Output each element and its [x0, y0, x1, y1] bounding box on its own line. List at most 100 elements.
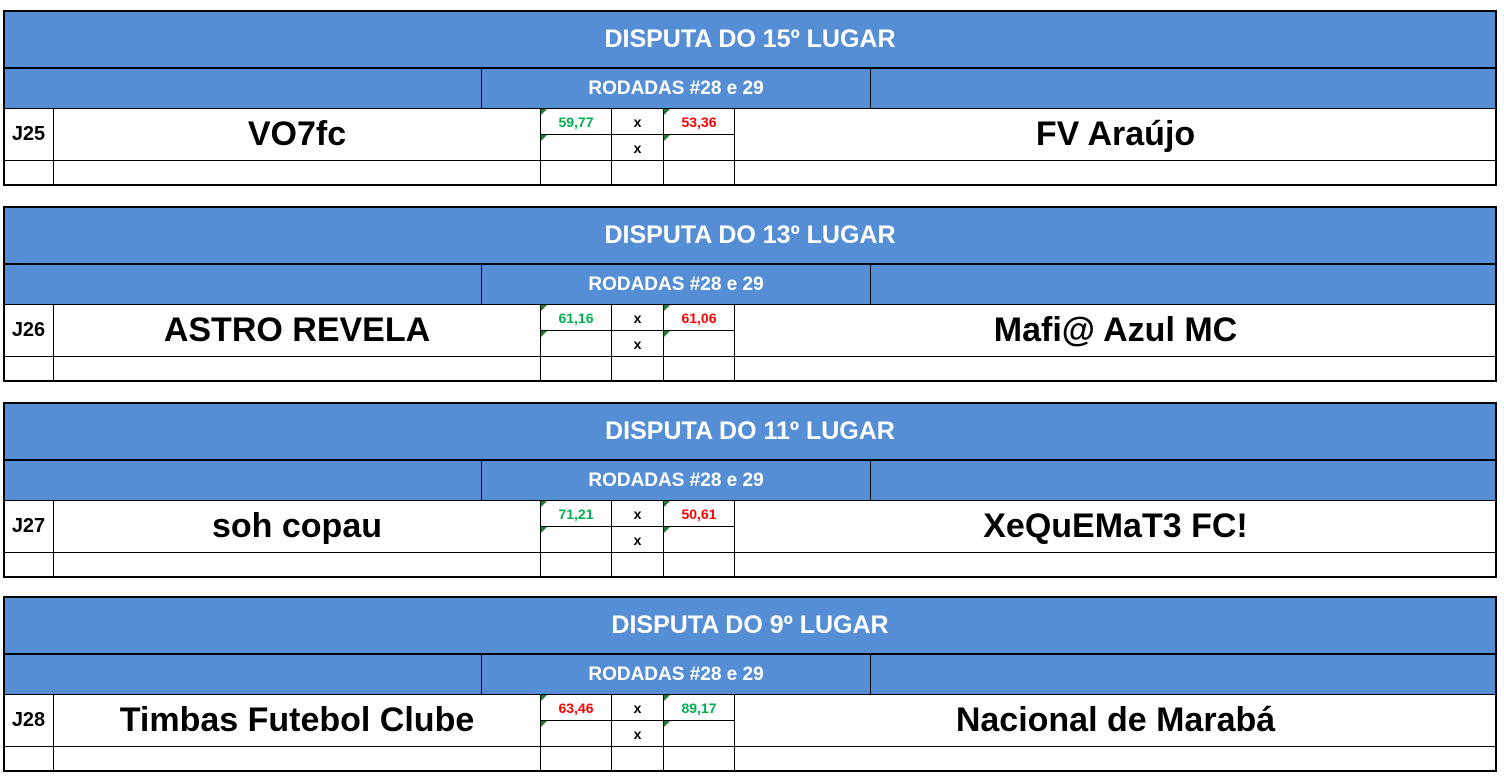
empty-cell	[734, 552, 1497, 578]
empty-cell	[663, 356, 735, 382]
empty-cell	[663, 552, 735, 578]
away-score: 53,36	[663, 108, 735, 135]
away-score: 50,61	[663, 500, 735, 527]
empty-cell	[53, 160, 541, 186]
comment-indicator-icon	[541, 135, 547, 141]
home-score: 63,46	[540, 694, 612, 721]
away-score-2	[663, 526, 735, 553]
match-id: J26	[3, 304, 54, 357]
home-score-2	[540, 330, 612, 357]
match-block: DISPUTA DO 11º LUGAR RODADAS #28 e 29 J2…	[3, 402, 1497, 578]
away-score: 61,06	[663, 304, 735, 331]
empty-cell	[53, 746, 541, 772]
empty-cell	[663, 746, 735, 772]
away-score-value: 53,36	[681, 114, 717, 130]
match-title: DISPUTA DO 13º LUGAR	[3, 206, 1497, 265]
comment-indicator-icon	[664, 305, 670, 311]
empty-cell	[540, 160, 612, 186]
match-title: DISPUTA DO 9º LUGAR	[3, 596, 1497, 655]
empty-cell	[611, 356, 664, 382]
comment-indicator-icon	[664, 721, 670, 727]
comment-indicator-icon	[541, 721, 547, 727]
header-cell-right	[870, 654, 1497, 695]
header-cell-right	[870, 264, 1497, 305]
header-cell-left	[3, 460, 482, 501]
versus-1: x	[611, 304, 664, 331]
versus-2: x	[611, 330, 664, 357]
empty-cell	[540, 552, 612, 578]
away-score-2	[663, 330, 735, 357]
home-score-value: 59,77	[558, 114, 594, 130]
home-team: soh copau	[53, 500, 541, 553]
empty-cell	[53, 356, 541, 382]
away-score-value: 50,61	[681, 506, 717, 522]
match-title: DISPUTA DO 15º LUGAR	[3, 10, 1497, 69]
comment-indicator-icon	[664, 331, 670, 337]
versus-1: x	[611, 500, 664, 527]
match-id: J25	[3, 108, 54, 161]
rounds-label: RODADAS #28 e 29	[481, 68, 871, 109]
versus-2: x	[611, 720, 664, 747]
away-score: 89,17	[663, 694, 735, 721]
comment-indicator-icon	[664, 501, 670, 507]
match-block: DISPUTA DO 13º LUGAR RODADAS #28 e 29 J2…	[3, 206, 1497, 382]
header-cell-left	[3, 68, 482, 109]
home-score: 59,77	[540, 108, 612, 135]
away-team: FV Araújo	[734, 108, 1497, 161]
empty-cell	[611, 746, 664, 772]
versus-2: x	[611, 134, 664, 161]
header-cell-left	[3, 654, 482, 695]
comment-indicator-icon	[664, 135, 670, 141]
empty-cell	[611, 552, 664, 578]
home-team: ASTRO REVELA	[53, 304, 541, 357]
match-block: DISPUTA DO 9º LUGAR RODADAS #28 e 29 J28…	[3, 596, 1497, 772]
home-score-value: 71,21	[558, 506, 594, 522]
home-score-value: 61,16	[558, 310, 594, 326]
comment-indicator-icon	[541, 331, 547, 337]
empty-cell	[734, 160, 1497, 186]
comment-indicator-icon	[541, 109, 547, 115]
match-id: J27	[3, 500, 54, 553]
comment-indicator-icon	[541, 501, 547, 507]
empty-cell	[3, 746, 54, 772]
home-score-2	[540, 720, 612, 747]
versus-2: x	[611, 526, 664, 553]
away-score-value: 61,06	[681, 310, 717, 326]
home-score: 61,16	[540, 304, 612, 331]
home-score-value: 63,46	[558, 700, 594, 716]
match-block: DISPUTA DO 15º LUGAR RODADAS #28 e 29 J2…	[3, 10, 1497, 186]
match-id: J28	[3, 694, 54, 747]
versus-1: x	[611, 108, 664, 135]
header-cell-left	[3, 264, 482, 305]
home-team: VO7fc	[53, 108, 541, 161]
empty-cell	[3, 356, 54, 382]
home-team: Timbas Futebol Clube	[53, 694, 541, 747]
comment-indicator-icon	[541, 527, 547, 533]
rounds-label: RODADAS #28 e 29	[481, 654, 871, 695]
away-score-2	[663, 720, 735, 747]
away-team: XeQuEMaT3 FC!	[734, 500, 1497, 553]
header-cell-right	[870, 68, 1497, 109]
comment-indicator-icon	[664, 109, 670, 115]
comment-indicator-icon	[664, 527, 670, 533]
rounds-label: RODADAS #28 e 29	[481, 460, 871, 501]
home-score-2	[540, 134, 612, 161]
away-score-value: 89,17	[681, 700, 717, 716]
empty-cell	[3, 552, 54, 578]
empty-cell	[3, 160, 54, 186]
rounds-label: RODADAS #28 e 29	[481, 264, 871, 305]
comment-indicator-icon	[664, 695, 670, 701]
match-title: DISPUTA DO 11º LUGAR	[3, 402, 1497, 461]
empty-cell	[734, 356, 1497, 382]
away-team: Mafi@ Azul MC	[734, 304, 1497, 357]
empty-cell	[663, 160, 735, 186]
header-cell-right	[870, 460, 1497, 501]
empty-cell	[540, 746, 612, 772]
home-score: 71,21	[540, 500, 612, 527]
away-score-2	[663, 134, 735, 161]
comment-indicator-icon	[541, 305, 547, 311]
home-score-2	[540, 526, 612, 553]
empty-cell	[734, 746, 1497, 772]
empty-cell	[611, 160, 664, 186]
empty-cell	[540, 356, 612, 382]
